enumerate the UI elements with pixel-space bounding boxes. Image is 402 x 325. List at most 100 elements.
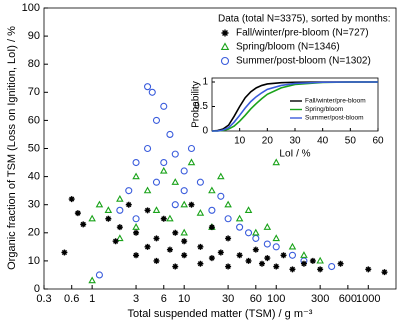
point (272, 243, 280, 251)
point (244, 229, 253, 237)
point (166, 130, 174, 138)
point (272, 158, 281, 166)
point (88, 214, 96, 222)
point (144, 145, 152, 152)
point (116, 206, 124, 214)
x-tick-label: 300 (311, 293, 329, 305)
point (132, 215, 140, 223)
y-tick-label: 50 (28, 142, 40, 154)
point (258, 260, 265, 267)
point (244, 206, 253, 213)
point (144, 243, 151, 250)
point (217, 172, 225, 180)
y-tick-label: 0 (34, 283, 40, 295)
point (300, 260, 307, 267)
point (74, 210, 81, 217)
x-tick-label: 10 (178, 293, 190, 305)
x-tick-label: 1 (89, 293, 95, 305)
point (225, 263, 232, 270)
point (289, 266, 296, 273)
point (166, 246, 173, 253)
point (217, 192, 225, 200)
inset-y-tick-label: 0.5 (194, 101, 208, 112)
point (208, 255, 215, 262)
point (159, 166, 168, 174)
x-tick-label: 6 (161, 293, 167, 305)
point (172, 229, 179, 236)
x-tick-label: 3 (133, 293, 139, 305)
point (252, 246, 259, 253)
point (245, 257, 252, 264)
point (125, 187, 133, 195)
point (152, 178, 161, 186)
point (171, 178, 180, 185)
inset-x-tick-label: 30 (289, 136, 301, 147)
point (252, 228, 260, 236)
y-tick-label: 40 (28, 171, 40, 183)
y-tick-label: 20 (28, 227, 40, 239)
point (95, 271, 103, 279)
point (133, 252, 140, 259)
plot-frame (43, 7, 397, 290)
point (381, 269, 388, 276)
x-tick-label: 600 (339, 293, 357, 305)
inset-x-axis-label: LoI / % (279, 149, 310, 160)
legend-label: Fall/winter/pre-bloom (N=727) (236, 28, 369, 39)
point (80, 221, 87, 228)
point (252, 234, 260, 242)
point (172, 263, 179, 270)
x-tick-label: 1000 (356, 293, 380, 305)
point (116, 224, 123, 231)
point (208, 206, 216, 214)
inset-x-tick-label: 10 (234, 136, 246, 147)
point (236, 223, 244, 231)
inset-x-tick-label: 50 (345, 136, 357, 147)
y-tick-label: 30 (28, 199, 40, 211)
inset-legend-label: Fall/winter/pre-bloom (305, 98, 366, 105)
point (153, 235, 160, 242)
point (217, 249, 224, 256)
point (264, 255, 271, 262)
point (112, 238, 119, 245)
point (263, 240, 271, 248)
point (181, 252, 188, 259)
point (288, 251, 296, 259)
point (68, 196, 75, 203)
y-axis-label: Organic fraction of TSM (Loss on Ignitio… (6, 26, 18, 270)
point (104, 206, 113, 213)
y-tick-label: 10 (28, 255, 40, 267)
legend-marker (220, 56, 230, 66)
y-tick-label: 60 (28, 114, 40, 126)
point (171, 150, 179, 158)
inset-legend-label: Summer/post-bloom (305, 115, 364, 122)
cdf-line (212, 81, 378, 132)
point (196, 178, 204, 186)
inset-y-tick-label: 0 (202, 126, 208, 137)
point (160, 159, 168, 167)
point (188, 201, 195, 208)
inset-x-tick-label: 60 (372, 136, 384, 147)
inset-x-tick-label: 20 (262, 136, 274, 147)
x-tick-label: 0.6 (64, 293, 79, 305)
point (132, 172, 140, 180)
point (316, 256, 324, 264)
point (61, 249, 68, 256)
point (180, 167, 188, 175)
point (180, 200, 188, 208)
legend-marker (221, 29, 229, 37)
point (280, 252, 287, 259)
legend-title: Data (total N=3375), sorted by months: (218, 14, 391, 25)
point (116, 194, 124, 202)
point (208, 224, 215, 231)
point (328, 263, 336, 270)
point (152, 206, 161, 213)
point (132, 159, 140, 167)
point (148, 88, 156, 96)
inset-legend-label: Spring/bloom (305, 106, 343, 113)
y-tick-label: 90 (28, 30, 40, 42)
point (208, 186, 216, 194)
point (235, 214, 244, 222)
point (144, 207, 151, 214)
point (133, 229, 140, 236)
x-tick-label: 100 (267, 293, 285, 305)
